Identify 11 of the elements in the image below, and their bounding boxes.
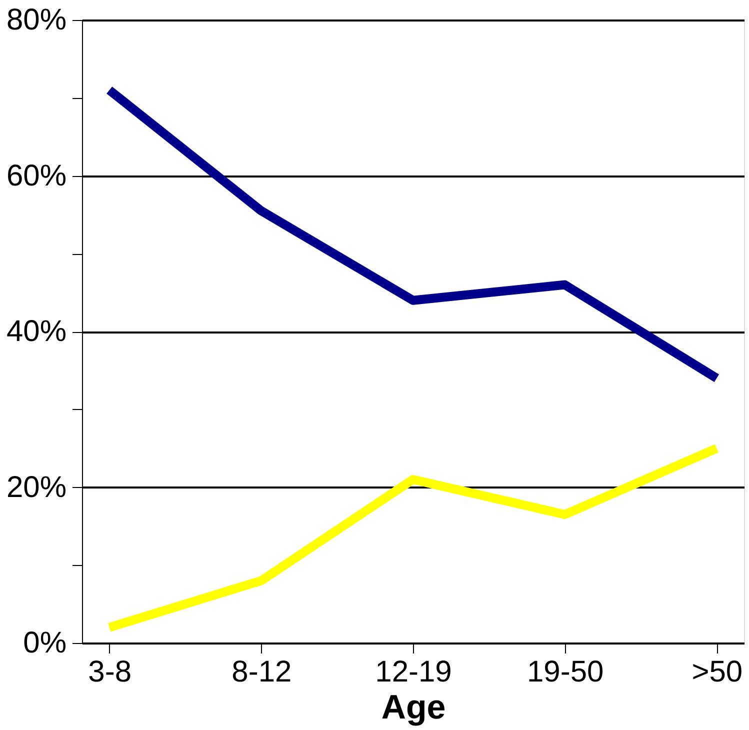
x-axis-title: Age: [381, 688, 446, 726]
y-tick-label: 80%: [6, 4, 66, 36]
x-tick-label: 3-8: [88, 656, 132, 688]
y-tick-label: 60%: [6, 159, 66, 192]
x-tick-label: 8-12: [232, 656, 292, 688]
y-tick-label: 0%: [23, 626, 66, 660]
y-tick-label: 40%: [6, 315, 66, 348]
x-tick-label: 12-19: [375, 656, 452, 688]
x-tick-label: 19-50: [526, 656, 604, 688]
y-tick-label: 20%: [6, 470, 66, 504]
x-tick-label: >50: [692, 656, 743, 688]
